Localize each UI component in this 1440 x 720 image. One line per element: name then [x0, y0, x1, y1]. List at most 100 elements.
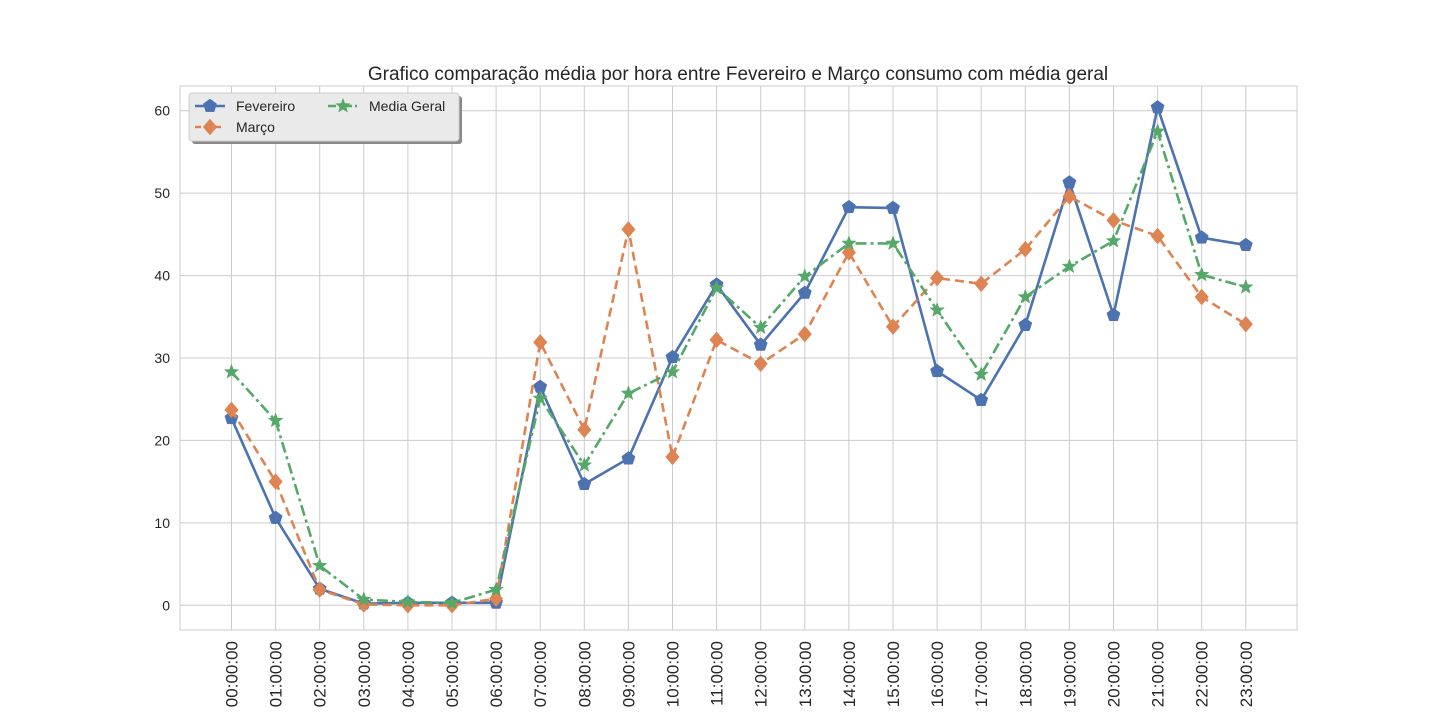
series-line — [230, 130, 1247, 605]
data-point — [1150, 100, 1165, 114]
data-point — [1105, 232, 1122, 248]
y-tick-label: 10 — [154, 515, 170, 531]
y-tick-label: 50 — [154, 185, 170, 201]
data-point — [1237, 278, 1254, 294]
legend-marker — [335, 97, 351, 113]
x-tick-label: 11:00:00 — [708, 641, 727, 706]
data-point — [1061, 258, 1078, 274]
data-point — [974, 275, 989, 293]
y-tick-label: 40 — [154, 268, 170, 284]
data-point — [532, 390, 549, 406]
data-point — [223, 363, 240, 379]
data-point — [885, 318, 901, 336]
x-tick-label: 15:00:00 — [884, 641, 903, 707]
x-tick-label: 06:00:00 — [487, 641, 506, 707]
data-point — [1018, 240, 1033, 258]
x-tick-label: 17:00:00 — [972, 641, 991, 707]
legend: Fevereiro Março Media Geral — [188, 92, 462, 144]
data-point — [1062, 188, 1077, 205]
x-tick-label: 16:00:00 — [928, 641, 947, 707]
x-tick-label: 18:00:00 — [1016, 641, 1035, 707]
series-line — [230, 195, 1247, 607]
data-point — [752, 319, 769, 335]
data-point — [268, 473, 283, 491]
data-point — [1194, 288, 1209, 306]
data-point — [444, 594, 460, 610]
data-point — [533, 333, 548, 351]
x-tick-label: 05:00:00 — [443, 641, 462, 707]
data-point — [841, 199, 856, 214]
x-tick-label: 12:00:00 — [752, 641, 771, 707]
x-tick-label: 00:00:00 — [223, 641, 242, 707]
data-point — [311, 557, 328, 573]
data-point — [400, 593, 416, 609]
data-point — [886, 200, 900, 214]
legend-label: Março — [236, 119, 275, 135]
series-group — [223, 100, 1254, 614]
data-point — [841, 235, 857, 251]
data-point — [312, 581, 327, 598]
y-axis: 0 10 20 30 40 50 60 — [154, 103, 170, 614]
data-point — [797, 285, 812, 299]
data-point — [1194, 230, 1209, 244]
legend-label: Fevereiro — [236, 98, 295, 114]
data-point — [1017, 288, 1034, 304]
data-point — [753, 337, 768, 351]
data-point — [576, 456, 593, 472]
data-point — [620, 385, 637, 401]
data-point — [974, 392, 989, 406]
data-point — [1018, 317, 1033, 331]
x-tick-label: 23:00:00 — [1237, 641, 1256, 707]
y-tick-label: 60 — [154, 103, 170, 119]
data-point — [885, 235, 901, 251]
x-tick-label: 08:00:00 — [575, 641, 594, 707]
data-point — [488, 581, 504, 597]
x-tick-label: 02:00:00 — [311, 641, 330, 707]
data-point — [665, 448, 680, 466]
x-tick-label: 01:00:00 — [267, 641, 286, 707]
data-point — [664, 363, 681, 379]
x-tick-label: 13:00:00 — [796, 641, 815, 707]
legend-marker — [202, 118, 218, 136]
x-tick-label: 19:00:00 — [1060, 641, 1079, 707]
data-point — [753, 355, 768, 373]
legend-marker — [203, 98, 217, 112]
data-point — [1238, 315, 1253, 333]
legend-box — [188, 92, 460, 142]
x-axis: 00:00:00 01:00:00 02:00:00 03:00:00 04:00:00… — [223, 641, 1256, 707]
data-point — [1193, 266, 1210, 282]
data-point — [1149, 123, 1166, 138]
y-tick-label: 30 — [154, 350, 170, 366]
data-point — [268, 510, 283, 524]
data-point — [1150, 227, 1165, 245]
x-tick-label: 03:00:00 — [355, 641, 374, 707]
x-tick-label: 21:00:00 — [1149, 641, 1168, 707]
data-point — [577, 476, 592, 491]
y-tick-label: 0 — [162, 597, 170, 613]
data-point — [929, 301, 945, 317]
chart-title: Grafico comparação média por hora entre … — [368, 64, 1108, 85]
y-tick-label: 20 — [154, 432, 170, 448]
x-tick-label: 07:00:00 — [531, 641, 550, 707]
x-tick-label: 22:00:00 — [1193, 641, 1212, 707]
data-point — [621, 451, 636, 465]
data-point — [1106, 211, 1121, 229]
data-point — [224, 401, 239, 419]
data-point — [929, 269, 945, 287]
data-point — [708, 279, 725, 295]
grid — [180, 86, 1297, 630]
data-point — [796, 268, 813, 284]
series-line — [230, 106, 1247, 605]
data-point — [1106, 307, 1121, 322]
data-point — [665, 349, 680, 364]
data-point — [930, 363, 945, 378]
data-point — [797, 325, 812, 343]
data-point — [621, 221, 636, 238]
x-tick-label: 10:00:00 — [664, 641, 683, 707]
data-point — [1238, 237, 1253, 251]
data-point — [973, 366, 990, 382]
data-point — [709, 331, 724, 349]
data-point — [267, 412, 284, 428]
x-tick-label: 20:00:00 — [1105, 641, 1124, 707]
